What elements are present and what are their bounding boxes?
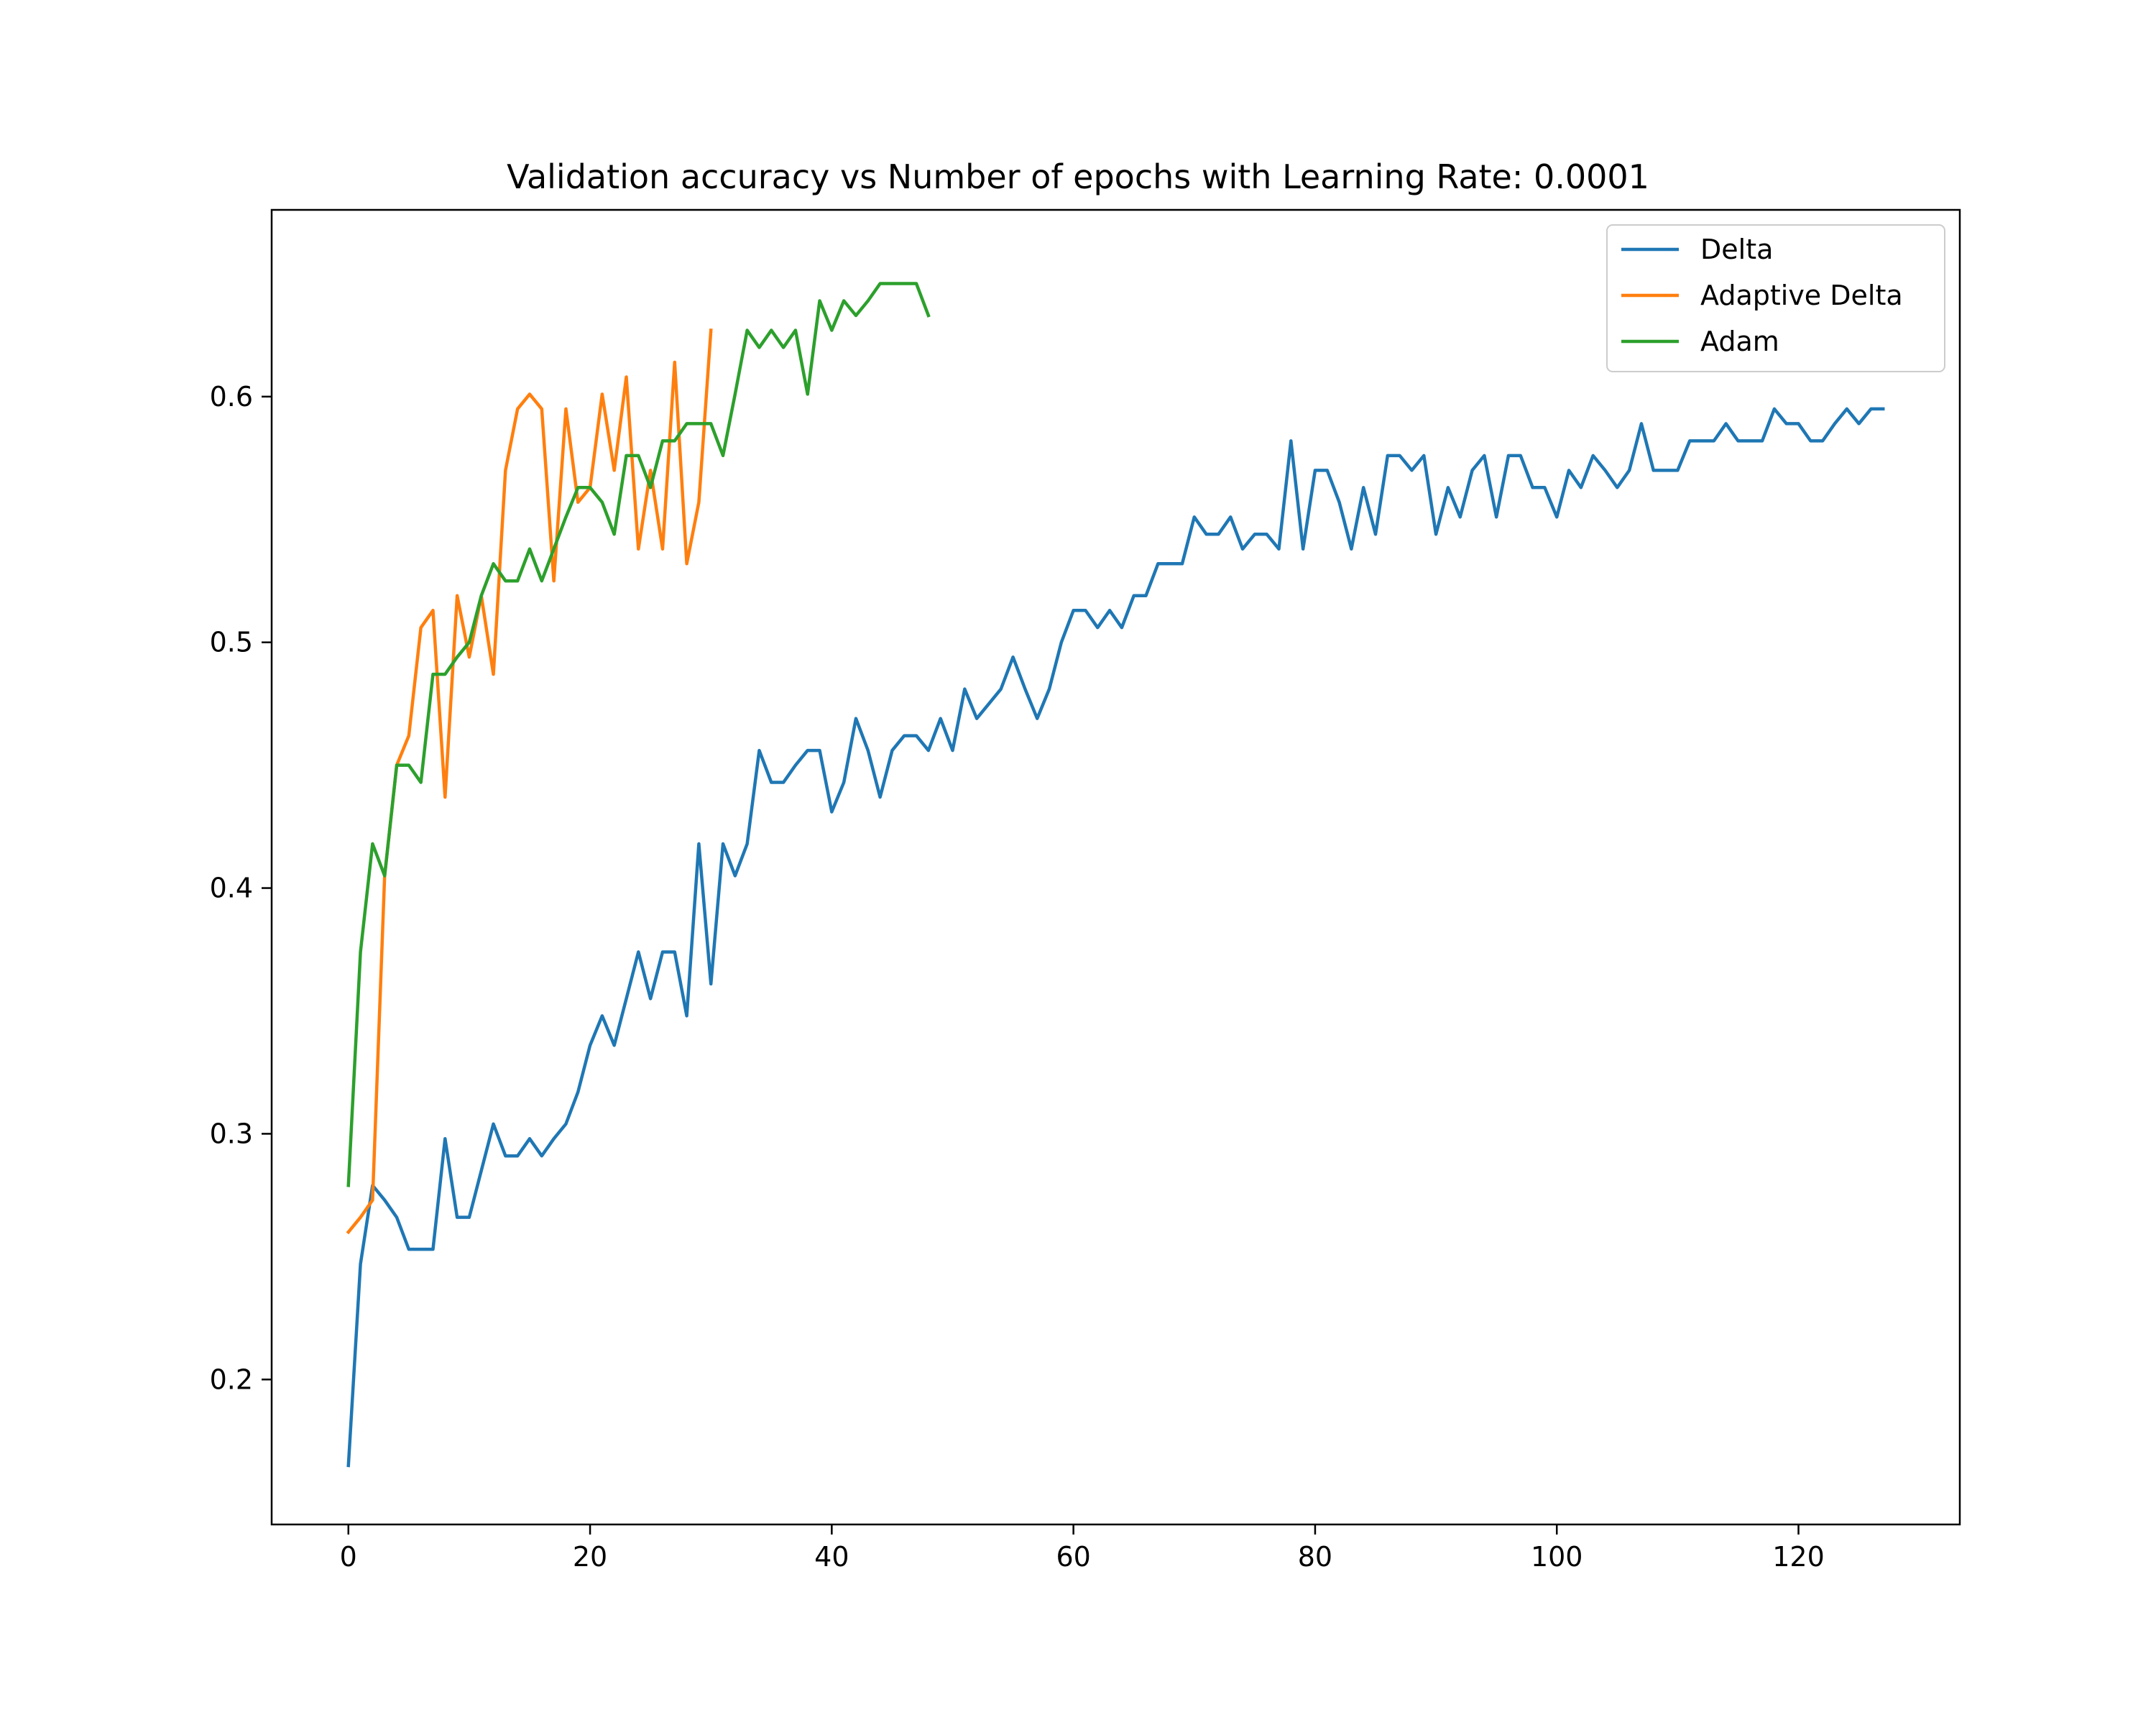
legend: Delta Adaptive Delta Adam [1606,224,1945,372]
series-line-delta [346,407,1885,1468]
x-tick-label: 40 [814,1541,849,1573]
plot-area-frame [270,208,1961,1526]
x-tick-label: 120 [1772,1541,1825,1573]
y-tick-label: 0.6 [210,381,253,413]
legend-label: Delta [1700,234,1773,265]
x-tick-label: 60 [1056,1541,1090,1573]
chart-title: Validation accuracy vs Number of epochs … [507,157,1649,196]
y-tick-label: 0.2 [210,1363,253,1395]
legend-label: Adam [1700,326,1779,357]
y-tick-label: 0.4 [210,873,253,904]
x-tick-label: 80 [1298,1541,1332,1573]
series-layer [346,282,1885,1468]
series-line-adaptive-delta [346,328,713,1235]
series-line-adam [346,282,931,1187]
x-tick-label: 20 [573,1541,607,1573]
legend-label: Adaptive Delta [1700,280,1903,311]
x-tick-label: 0 [340,1541,357,1573]
y-tick-label: 0.5 [210,627,253,658]
x-tick-label: 100 [1531,1541,1583,1573]
axes-layer: 0 20 40 60 80 100 120 0.2 0.3 0.4 0.5 0.6 [210,381,1825,1573]
legend-box [1606,224,1945,372]
y-tick-label: 0.3 [210,1118,253,1149]
